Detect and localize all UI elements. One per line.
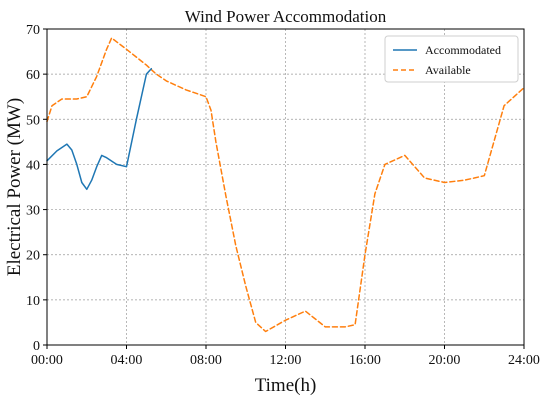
y-tick-label: 40 xyxy=(26,158,40,173)
y-axis-ticks: 0 10 20 30 40 50 60 70 xyxy=(26,23,47,354)
y-tick-label: 50 xyxy=(26,113,40,128)
chart-title: Wind Power Accommodation xyxy=(185,7,387,26)
x-tick-label: 00:00 xyxy=(31,353,63,368)
y-tick-label: 60 xyxy=(26,68,40,83)
y-tick-label: 10 xyxy=(26,294,40,309)
legend: Accommodated Available xyxy=(384,35,519,83)
x-tick-label: 24:00 xyxy=(508,353,540,368)
series-line-available xyxy=(46,37,525,333)
x-tick-label: 20:00 xyxy=(429,353,461,368)
y-tick-label: 0 xyxy=(33,339,40,354)
y-tick-label: 70 xyxy=(26,23,40,38)
y-tick-label: 30 xyxy=(26,204,40,219)
x-tick-label: 12:00 xyxy=(270,353,302,368)
y-tick-label: 20 xyxy=(26,249,40,264)
legend-box xyxy=(384,35,519,83)
series-line-accommodated xyxy=(46,67,153,191)
x-axis-ticks: 00:00 04:00 08:00 12:00 16:00 20:00 24:00 xyxy=(31,345,540,368)
x-tick-label: 08:00 xyxy=(190,353,222,368)
x-axis-label: Time(h) xyxy=(255,375,317,396)
y-axis-label: Electrical Power (MW) xyxy=(4,98,25,276)
x-tick-label: 04:00 xyxy=(111,353,143,368)
series-lines xyxy=(46,37,525,333)
legend-label-accommodated: Accommodated xyxy=(425,43,501,57)
legend-label-available: Available xyxy=(425,63,471,77)
x-tick-label: 16:00 xyxy=(349,353,381,368)
